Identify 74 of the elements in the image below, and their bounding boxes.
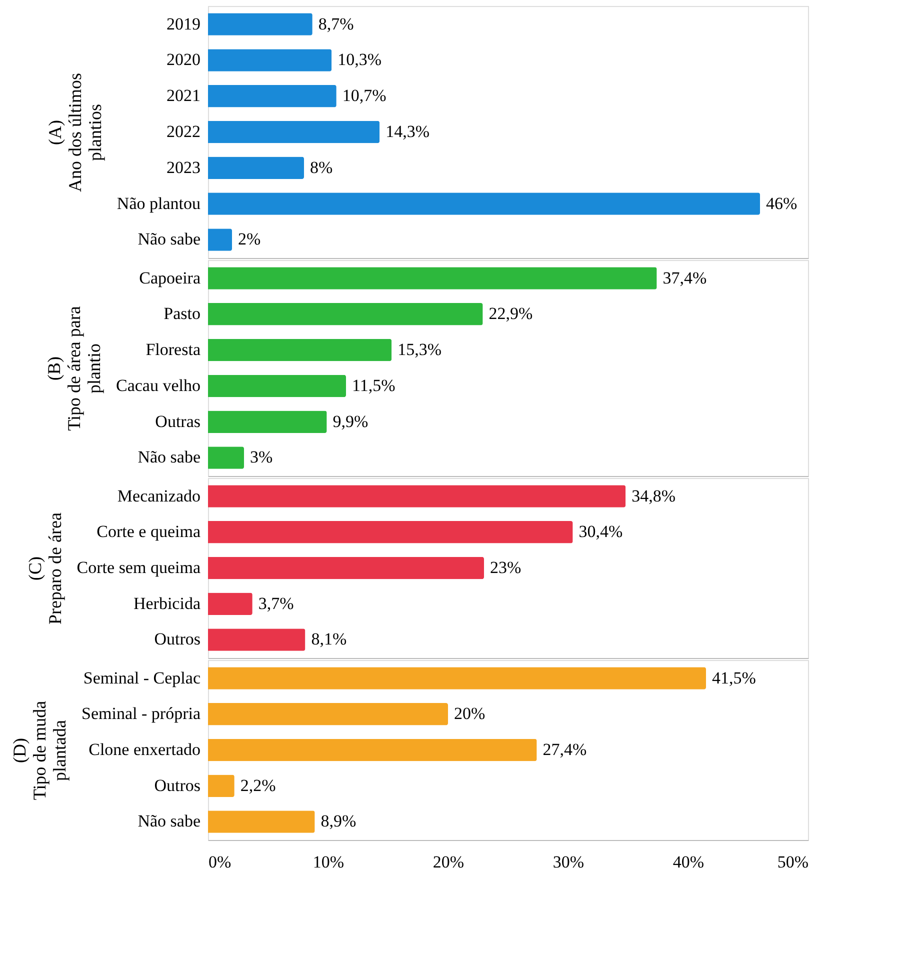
y-tick-label: Corte e queima xyxy=(96,522,201,542)
data-label: 2% xyxy=(238,230,261,249)
y-tick-label: Não sabe xyxy=(138,230,200,249)
y-tick-label: Seminal - própria xyxy=(82,704,201,724)
bar xyxy=(208,120,380,144)
y-axis-title: (C) Preparo de área xyxy=(24,512,65,624)
bar xyxy=(208,192,760,215)
data-label: 3% xyxy=(250,448,273,467)
x-tick-label: 10% xyxy=(312,852,344,872)
data-label: 11,5% xyxy=(352,376,396,395)
y-tick-label: Floresta xyxy=(146,340,201,360)
bar xyxy=(208,49,332,72)
data-label: 8,1% xyxy=(311,630,347,649)
x-tick-label: 0% xyxy=(208,852,232,872)
y-tick-label: Não plantou xyxy=(116,194,201,213)
y-tick-label: Não sabe xyxy=(138,448,200,467)
data-label: 20% xyxy=(454,704,486,724)
bar xyxy=(208,521,573,544)
x-tick-label: 20% xyxy=(432,852,464,872)
bar xyxy=(208,156,304,180)
bar xyxy=(208,84,336,108)
data-label: 8,7% xyxy=(318,14,354,34)
bar xyxy=(208,556,484,580)
x-tick-label: 30% xyxy=(552,852,584,872)
data-label: 14,3% xyxy=(386,122,430,141)
data-label: 10,3% xyxy=(338,50,382,70)
y-tick-label: Clone enxertado xyxy=(88,740,200,759)
bar xyxy=(208,374,346,398)
y-tick-label: Pasto xyxy=(164,304,200,324)
y-tick-label: 2020 xyxy=(166,50,200,70)
y-tick-label: Capoeira xyxy=(139,268,201,288)
y-tick-label: Não sabe xyxy=(138,812,200,831)
data-label: 3,7% xyxy=(258,594,294,613)
y-tick-label: Outros xyxy=(154,630,200,649)
data-label: 22,9% xyxy=(488,304,533,324)
bar xyxy=(208,446,244,469)
data-label: 46% xyxy=(766,194,798,213)
bar xyxy=(208,592,252,615)
y-tick-label: Cacau velho xyxy=(116,376,200,395)
data-label: 34,8% xyxy=(632,486,676,506)
data-label: 41,5% xyxy=(712,668,756,688)
y-tick-label: Seminal - Ceplac xyxy=(83,668,201,688)
bar xyxy=(208,303,483,326)
data-label: 8% xyxy=(310,158,333,177)
data-label: 23% xyxy=(490,558,522,577)
x-tick-label: 40% xyxy=(672,852,704,872)
y-axis-title: (A) Ano dos últimos plantios xyxy=(44,72,105,192)
y-tick-label: Herbicida xyxy=(133,594,201,613)
y-tick-label: 2021 xyxy=(166,86,200,106)
bar xyxy=(208,410,327,433)
x-tick-label: 50% xyxy=(777,852,808,872)
y-tick-label: 2019 xyxy=(166,14,200,34)
bar xyxy=(208,628,306,651)
data-label: 15,3% xyxy=(398,340,442,360)
y-tick-label: Outros xyxy=(154,776,200,795)
data-label: 2,2% xyxy=(240,776,276,795)
y-tick-label: 2022 xyxy=(166,122,200,141)
bar xyxy=(208,338,392,362)
data-label: 10,7% xyxy=(342,86,386,106)
y-axis-title: (D) Tipo de muda plantada xyxy=(10,700,70,800)
bar xyxy=(208,485,626,508)
bar xyxy=(208,13,312,36)
bar xyxy=(208,267,657,290)
data-label: 8,9% xyxy=(320,812,356,831)
data-label: 27,4% xyxy=(542,740,587,759)
data-label: 37,4% xyxy=(662,268,707,288)
y-axis-title: (B) Tipo de área para plantio xyxy=(44,306,104,431)
data-label: 9,9% xyxy=(332,412,368,431)
y-tick-label: Corte sem queima xyxy=(76,558,201,577)
bar xyxy=(208,228,232,251)
data-label: 30,4% xyxy=(578,522,623,542)
y-tick-label: Mecanizado xyxy=(117,486,200,506)
y-tick-label: 2023 xyxy=(166,158,200,177)
y-tick-label: Outras xyxy=(155,412,200,431)
